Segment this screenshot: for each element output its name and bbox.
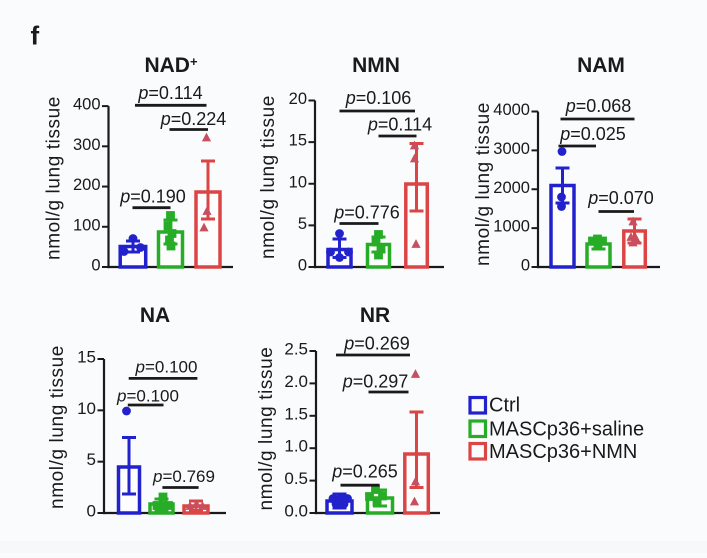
svg-text:0.0: 0.0	[284, 502, 308, 521]
svg-text:NA: NA	[140, 304, 170, 327]
svg-text:2000: 2000	[493, 179, 530, 197]
svg-text:p=0.776: p=0.776	[333, 203, 400, 223]
svg-text:10: 10	[77, 399, 96, 418]
svg-text:p=0.025: p=0.025	[559, 124, 626, 144]
svg-text:nmol/g lung tissue: nmol/g lung tissue	[44, 96, 65, 260]
svg-text:400: 400	[73, 96, 101, 114]
svg-text:p=0.269: p=0.269	[343, 334, 410, 354]
svg-text:p=0.265: p=0.265	[331, 462, 398, 482]
svg-text:MASCp36+saline: MASCp36+saline	[489, 419, 644, 441]
svg-text:p=0.297: p=0.297	[342, 372, 409, 392]
svg-text:5: 5	[87, 450, 96, 469]
svg-text:0: 0	[298, 257, 307, 275]
svg-text:0: 0	[521, 257, 530, 275]
svg-text:20: 20	[289, 90, 307, 108]
svg-text:Ctrl: Ctrl	[489, 395, 520, 417]
svg-text:0: 0	[91, 257, 100, 275]
svg-text:p=0.070: p=0.070	[587, 188, 654, 208]
svg-text:p=0.114: p=0.114	[137, 83, 202, 103]
svg-text:p=0.068: p=0.068	[565, 96, 632, 116]
svg-text:p=0.100: p=0.100	[116, 386, 179, 405]
svg-text:3000: 3000	[493, 140, 530, 158]
svg-text:MASCp36+NMN: MASCp36+NMN	[489, 441, 637, 463]
svg-text:NMN: NMN	[352, 54, 400, 77]
svg-text:nmol/g lung tissue: nmol/g lung tissue	[47, 345, 68, 509]
svg-text:p=0.769: p=0.769	[152, 467, 215, 486]
svg-text:1.0: 1.0	[284, 437, 308, 456]
svg-text:0.5: 0.5	[284, 469, 308, 488]
svg-text:1.5: 1.5	[284, 404, 308, 423]
svg-text:p=0.190: p=0.190	[119, 187, 186, 207]
svg-text:1000: 1000	[493, 218, 530, 236]
svg-text:2.5: 2.5	[284, 340, 308, 359]
svg-text:NAM: NAM	[577, 54, 625, 77]
svg-text:p=0.114: p=0.114	[367, 115, 432, 135]
svg-text:p=0.106: p=0.106	[345, 88, 412, 108]
svg-text:15: 15	[77, 348, 96, 367]
svg-text:10: 10	[289, 173, 307, 191]
svg-text:2.0: 2.0	[284, 372, 308, 391]
svg-text:300: 300	[73, 136, 101, 154]
svg-text:5: 5	[298, 215, 307, 233]
svg-text:NAD+: NAD+	[144, 54, 198, 77]
svg-text:15: 15	[289, 132, 307, 150]
svg-text:p=0.224: p=0.224	[160, 109, 227, 129]
svg-text:0: 0	[87, 502, 96, 521]
svg-text:nmol/g lung tissue: nmol/g lung tissue	[256, 347, 277, 511]
svg-text:200: 200	[73, 176, 101, 194]
svg-text:NR: NR	[360, 304, 390, 327]
svg-text:nmol/g lung tissue: nmol/g lung tissue	[473, 102, 494, 266]
svg-text:p=0.100: p=0.100	[135, 358, 198, 377]
svg-text:nmol/g lung tissue: nmol/g lung tissue	[258, 95, 279, 259]
svg-text:100: 100	[73, 216, 101, 234]
svg-text:f: f	[31, 21, 40, 51]
svg-text:4000: 4000	[493, 101, 530, 119]
